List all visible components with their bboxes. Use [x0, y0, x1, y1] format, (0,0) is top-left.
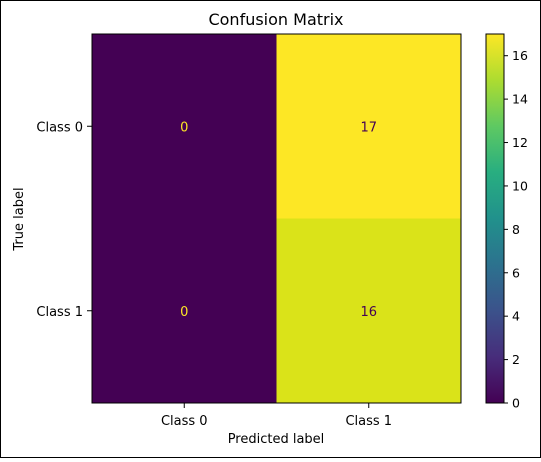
heatmap-cell — [276, 218, 462, 404]
heatmap-cell — [276, 34, 462, 219]
x-tick-label: Class 1 — [345, 414, 392, 429]
y-axis-ticks: Class 0 Class 1 — [36, 120, 92, 320]
heatmap-cell — [92, 218, 277, 404]
colorbar-tick-label: 8 — [512, 222, 520, 237]
cell-value-label: 16 — [360, 305, 377, 320]
colorbar-tick-label: 2 — [512, 352, 520, 367]
colorbar-tick-label: 16 — [512, 48, 528, 63]
heatmap-cells — [92, 34, 462, 404]
heatmap-cell — [92, 34, 277, 219]
colorbar — [485, 33, 505, 404]
cell-value-label: 0 — [180, 305, 188, 320]
heatmap-cell-labels: 0 17 0 16 — [180, 120, 377, 320]
cell-value-label: 0 — [180, 120, 188, 135]
colorbar-tick-label: 10 — [512, 178, 528, 193]
plot-frame — [91, 33, 462, 404]
x-tick-label: Class 0 — [161, 414, 208, 429]
colorbar-tick-label: 4 — [512, 309, 520, 324]
colorbar-tick-label: 0 — [512, 396, 520, 411]
cell-value-label: 17 — [360, 120, 377, 135]
y-axis-label: True label — [12, 187, 27, 251]
x-axis-label: Predicted label — [228, 432, 325, 447]
y-tick-label: Class 0 — [36, 120, 83, 135]
colorbar-tick-label: 14 — [512, 92, 528, 107]
chart-title: Confusion Matrix — [208, 10, 343, 29]
colorbar-tick-label: 6 — [512, 265, 520, 280]
x-axis-ticks: Class 0 Class 1 — [161, 403, 392, 429]
y-tick-label: Class 1 — [36, 305, 83, 320]
colorbar-ticks: 0 2 4 6 8 10 12 14 16 — [504, 48, 528, 411]
colorbar-tick-label: 12 — [512, 135, 528, 150]
